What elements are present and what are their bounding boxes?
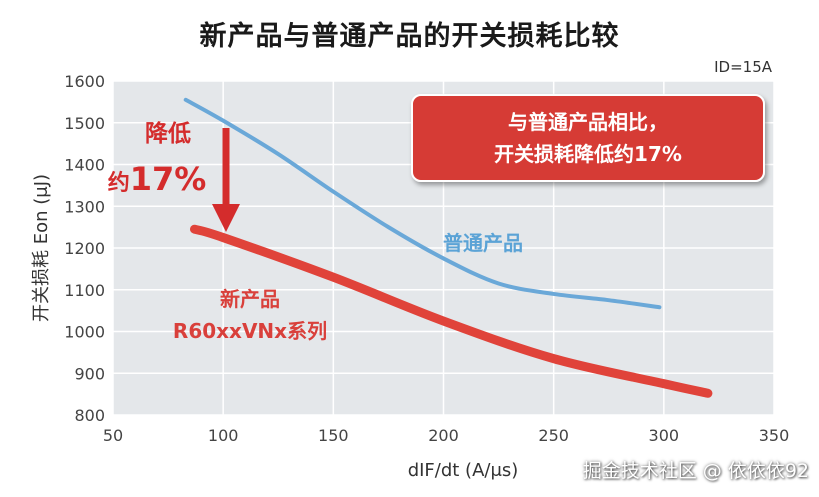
series-label-new-line1: 新产品	[220, 287, 280, 311]
series-group	[183, 97, 713, 398]
y-tick-label: 1200	[64, 239, 105, 258]
x-tick-label: 350	[759, 426, 790, 445]
y-tick-label: 900	[74, 364, 105, 383]
watermark: 掘金技术社区 @ 依依依92	[582, 460, 809, 482]
y-tick-label: 1400	[64, 156, 105, 175]
y-tick-label: 1600	[64, 72, 105, 91]
x-tick-label: 300	[649, 426, 680, 445]
callout-line1: 与普通产品相比，	[508, 110, 668, 134]
x-tick-label: 100	[208, 426, 239, 445]
reduction-arrow-head	[212, 204, 240, 232]
series-line-new	[190, 224, 713, 398]
x-tick-label: 200	[428, 426, 459, 445]
y-tick-label: 1300	[64, 197, 105, 216]
x-tick-label: 250	[538, 426, 569, 445]
x-axis-title: dIF/dt (A/μs)	[408, 460, 519, 481]
y-tick-label: 1100	[64, 281, 105, 300]
callout-line2: 开关损耗降低约17%	[494, 142, 682, 166]
condition-label: ID=15A	[714, 58, 773, 76]
y-tick-labels: 800 900 1000 1100 1200 1300 1400 1500 1600	[64, 72, 105, 425]
y-axis-title: 开关损耗 Eon (μJ)	[31, 174, 52, 322]
x-tick-label: 150	[318, 426, 349, 445]
chart-title: 新产品与普通产品的开关损耗比较	[199, 21, 620, 52]
y-tick-label: 1000	[64, 323, 105, 342]
y-tick-label: 1500	[64, 114, 105, 133]
x-tick-labels: 50 100 150 200 250 300 350	[103, 426, 789, 445]
series-line-old	[183, 97, 662, 310]
callout-box	[411, 94, 765, 182]
reduction-annotation-line1: 降低	[145, 121, 191, 147]
x-tick-label: 50	[103, 426, 123, 445]
series-label-old: 普通产品	[443, 231, 523, 255]
reduction-annotation-line2: 约17%	[108, 160, 207, 198]
series-label-new-line2: R60xxVNx系列	[173, 319, 327, 343]
y-tick-label: 800	[74, 406, 105, 425]
